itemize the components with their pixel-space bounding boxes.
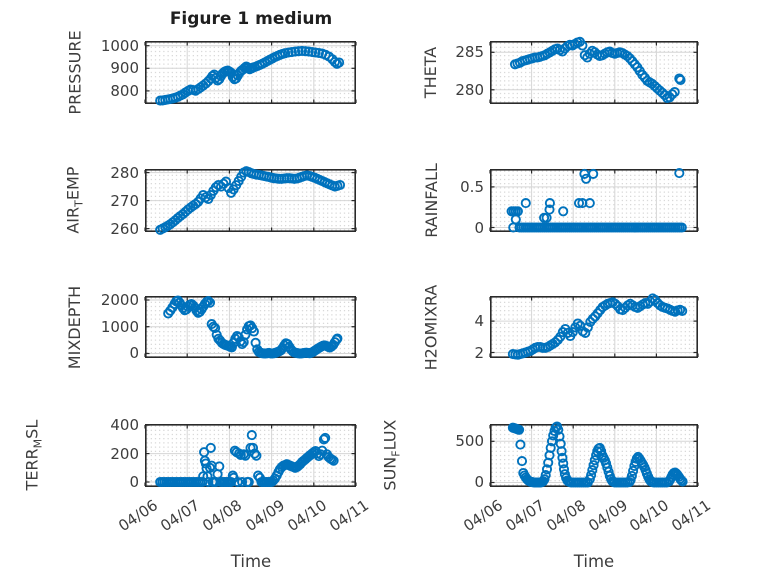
x-axis-title-left: Time	[230, 552, 272, 571]
y-tick-label: 280	[110, 163, 139, 182]
plot-area-PRESSURE	[144, 41, 357, 106]
scatter-markers	[155, 430, 339, 488]
tick-marks	[489, 297, 699, 357]
axes-box	[490, 424, 698, 488]
y-axis-label-MIXDEPTH: MIXDEPTH	[65, 285, 85, 369]
y-axis-label-RAINFALL: RAINFALL	[421, 163, 441, 238]
y-tick-label: 2	[474, 343, 484, 362]
y-tick-label: 200	[110, 444, 139, 463]
y-tick-label: 1000	[100, 36, 139, 55]
y-tick-label: 285	[455, 43, 484, 62]
y-tick-label: 0	[129, 344, 139, 363]
y-tick-label: 1000	[100, 317, 139, 336]
y-tick-label: 500	[455, 432, 484, 451]
plot-area-RAINFALL	[489, 168, 699, 233]
y-axis-label-SUN_FLUX: SUNFLUX	[379, 420, 403, 491]
scatter-markers	[155, 166, 346, 235]
y-axis-label-PRESSURE: PRESSURE	[65, 30, 85, 115]
scatter-markers	[155, 45, 345, 106]
plot-area-SUN_FLUX	[489, 421, 699, 488]
plot-area-MIXDEPTH	[144, 295, 357, 359]
y-axis-label-H2OMIXRA: H2OMIXRA	[421, 284, 441, 370]
y-tick-label: 0	[474, 218, 484, 237]
minor-grid-dots	[491, 297, 697, 357]
y-tick-label: 0	[474, 473, 484, 492]
tick-marks	[144, 170, 357, 231]
axes-box	[145, 296, 356, 359]
y-axis-label-TERR_MSL: TERRMSL	[21, 420, 45, 491]
axes-box	[490, 296, 698, 359]
y-tick-label: 400	[110, 416, 139, 435]
y-axis-label-THETA: THETA	[421, 46, 441, 99]
y-tick-label: 4	[474, 312, 484, 331]
plot-area-AIR_TEMP	[144, 166, 357, 235]
y-tick-label: 260	[110, 219, 139, 238]
y-tick-label: 270	[110, 191, 139, 210]
y-axis-label-AIR_TEMP: AIRTEMP	[63, 166, 87, 235]
y-tick-label: 0	[129, 473, 139, 492]
scatter-markers	[507, 421, 688, 488]
x-axis-title-right: Time	[573, 552, 615, 571]
plot-area-TERR_MSL	[144, 424, 357, 488]
y-tick-label: 2000	[100, 291, 139, 309]
scatter-markers	[163, 295, 343, 359]
scatter-markers	[509, 36, 686, 104]
plot-area-THETA	[489, 36, 699, 105]
axes-box	[145, 41, 356, 105]
y-tick-label: 800	[110, 81, 139, 100]
tick-marks	[144, 42, 357, 103]
scatter-markers	[506, 168, 687, 233]
scatter-markers	[507, 293, 688, 360]
y-tick-label: 280	[455, 80, 484, 99]
plot-area-H2OMIXRA	[489, 293, 699, 360]
figure-title: Figure 1 medium	[169, 9, 333, 29]
y-tick-label: 0.5	[460, 177, 484, 196]
y-tick-label: 900	[110, 59, 139, 78]
axes-box	[490, 41, 698, 105]
